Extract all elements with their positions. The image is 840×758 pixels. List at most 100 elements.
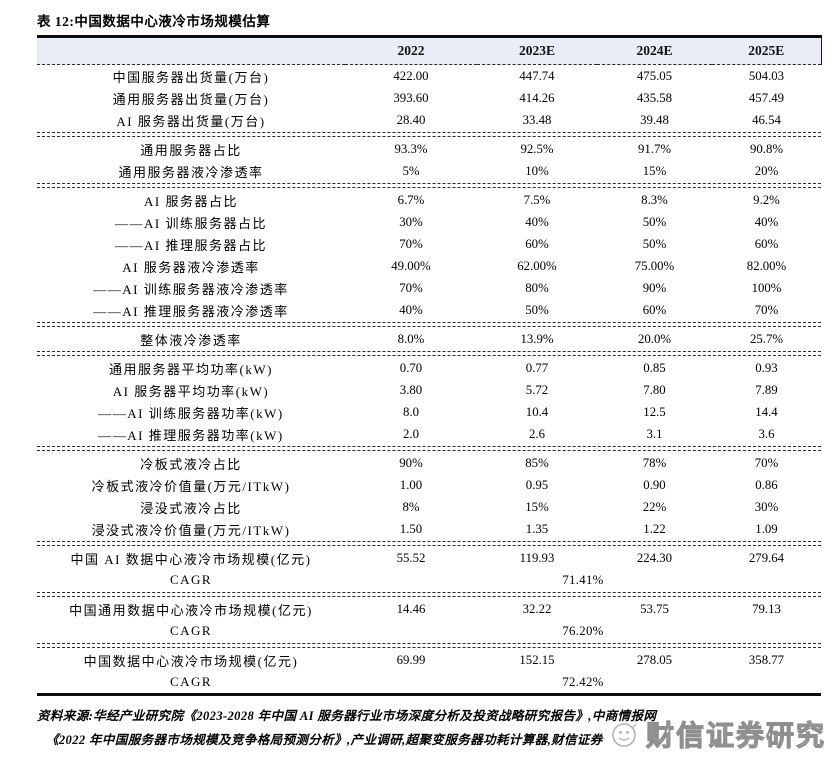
table-row: 通用服务器占比 93.3% 92.5% 91.7% 90.8% [37,138,821,160]
value-cell: 90.8% [749,141,784,156]
source-line-1: 资料来源:华经产业研究院《2023-2028 年中国 AI 服务器行业市场深度分… [37,709,657,723]
header-year-2022: 2022 [345,36,477,65]
double-dashed-rule [37,541,821,546]
row-label: 中国数据中心液冷市场规模(亿元) [83,653,299,669]
value-cell: 40% [754,214,779,229]
value-cell: 3.1 [646,426,663,441]
value-cell: 8.0% [397,331,425,346]
value-cell: 49.00% [391,258,431,273]
table-row: ——AI 训练服务器液冷渗透率 70% 80% 90% 100% [37,277,821,299]
value-cell: 0.77 [525,360,549,375]
value-cell: 60% [754,236,779,251]
header-year-2023e: 2023E [477,36,597,65]
cagr-value: 76.20% [562,623,604,638]
value-cell: 7.89 [755,382,778,397]
section-divider [37,131,821,138]
row-label: 通用服务器占比 [140,142,242,158]
value-cell: 5% [402,163,420,178]
value-cell: 90% [399,455,423,470]
table-row: CAGR 76.20% [37,620,821,642]
value-cell: 75.00% [634,258,675,273]
table-row: ——AI 推理服务器功率(kW) 2.0 2.6 3.1 3.6 [37,423,821,445]
value-cell: 82.00% [746,258,787,273]
value-cell: 50% [525,302,549,317]
row-label: CAGR [169,623,213,638]
double-dashed-rule [37,643,821,648]
value-cell: 8.3% [641,192,668,207]
market-size-table: 2022 2023E 2024E 2025E 中国服务器出货量(万台) 422.0… [37,35,822,696]
value-cell: 70% [754,302,779,317]
table-row: ——AI 推理服务器液冷渗透率 40% 50% 60% 70% [37,299,821,321]
table-row: CAGR 72.42% [37,671,821,695]
table-row: 中国通用数据中心液冷市场规模(亿元) 14.46 32.22 53.75 79.13 [37,598,821,620]
header-year-2025e: 2025E [712,36,822,65]
header-label-col [37,36,345,65]
value-cell: 278.05 [636,652,673,667]
value-cell: 504.03 [748,68,785,83]
value-cell: 8% [402,499,420,514]
value-cell: 5.72 [525,382,549,397]
value-cell: 100% [751,280,782,295]
table-row: 浸没式液冷价值量(万元/ITkW) 1.50 1.35 1.22 1.09 [37,518,821,540]
value-cell: 0.95 [525,477,549,492]
value-cell: 90% [642,280,667,295]
value-cell: 393.60 [393,90,429,105]
table-row: 中国 AI 数据中心液冷市场规模(亿元) 55.52 119.93 224.30 279… [37,547,821,569]
value-cell: 30% [399,214,423,229]
table-title: 表 12:中国数据中心液冷市场规模估算 [37,14,271,29]
header-row: 2022 2023E 2024E 2025E [37,36,822,65]
value-cell: 32.22 [522,601,552,616]
section-divider [37,642,821,649]
row-label: AI 服务器液冷渗透率 [122,259,260,275]
row-label: CAGR [169,674,213,689]
value-cell: 2.0 [403,426,419,441]
row-label: ——AI 推理服务器占比 [115,237,267,253]
row-label: 通用服务器出货量(万台) [112,91,270,107]
value-cell: 0.85 [643,360,666,375]
double-dashed-rule [37,592,821,597]
value-cell: 15% [642,163,667,178]
value-cell: 3.80 [399,382,423,397]
value-cell: 30% [754,499,779,514]
value-cell: 9.2% [753,192,780,207]
table-row: 中国数据中心液冷市场规模(亿元) 69.99 152.15 278.05 358.77 [37,649,821,671]
table-row: 冷板式液冷价值量(万元/ITkW) 1.00 0.95 0.90 0.86 [37,474,821,496]
section-divider [37,321,821,328]
double-dashed-rule [37,183,821,188]
value-cell: 70% [399,236,423,251]
value-cell: 55.52 [396,550,426,565]
header-year-2024e: 2024E [597,36,712,65]
value-cell: 8.0 [403,404,419,419]
row-label: ——AI 训练服务器占比 [115,215,267,231]
value-cell: 15% [525,499,549,514]
table-row: AI 服务器液冷渗透率 49.00% 62.00% 75.00% 82.00% [37,255,821,277]
value-cell: 422.00 [393,68,429,83]
row-label: 中国通用数据中心液冷市场规模(亿元) [69,602,313,618]
row-label: ——AI 推理服务器液冷渗透率 [93,303,289,319]
value-cell: 50% [642,214,667,229]
value-cell: 7.80 [643,382,666,397]
value-cell: 78% [642,455,667,470]
value-cell: 1.09 [755,521,778,536]
value-cell: 0.86 [755,477,778,492]
row-label: ——AI 推理服务器功率(kW) [98,427,284,443]
value-cell: 85% [525,455,549,470]
cagr-value: 71.41% [562,572,604,587]
table-row: 通用服务器平均功率(kW) 0.70 0.77 0.85 0.93 [37,357,821,379]
table-row: ——AI 训练服务器占比 30% 40% 50% 40% [37,211,821,233]
value-cell: 475.05 [636,68,673,83]
value-cell: 119.93 [519,550,555,565]
value-cell: 358.77 [748,652,785,667]
value-cell: 60% [525,236,549,251]
double-dashed-rule [37,322,821,327]
cagr-value: 72.42% [562,674,604,689]
value-cell: 224.30 [636,550,673,565]
value-cell: 46.54 [752,112,781,127]
source-note: 资料来源:华经产业研究院《2023-2028 年中国 AI 服务器行业市场深度分… [37,705,807,753]
row-label: ——AI 训练服务器液冷渗透率 [93,281,289,297]
value-cell: 53.75 [640,601,669,616]
value-cell: 152.15 [519,652,555,667]
value-cell: 14.46 [396,601,426,616]
table-row: 中国服务器出货量(万台) 422.00 447.74 475.05 504.03 [37,65,821,88]
section-divider [37,445,821,452]
